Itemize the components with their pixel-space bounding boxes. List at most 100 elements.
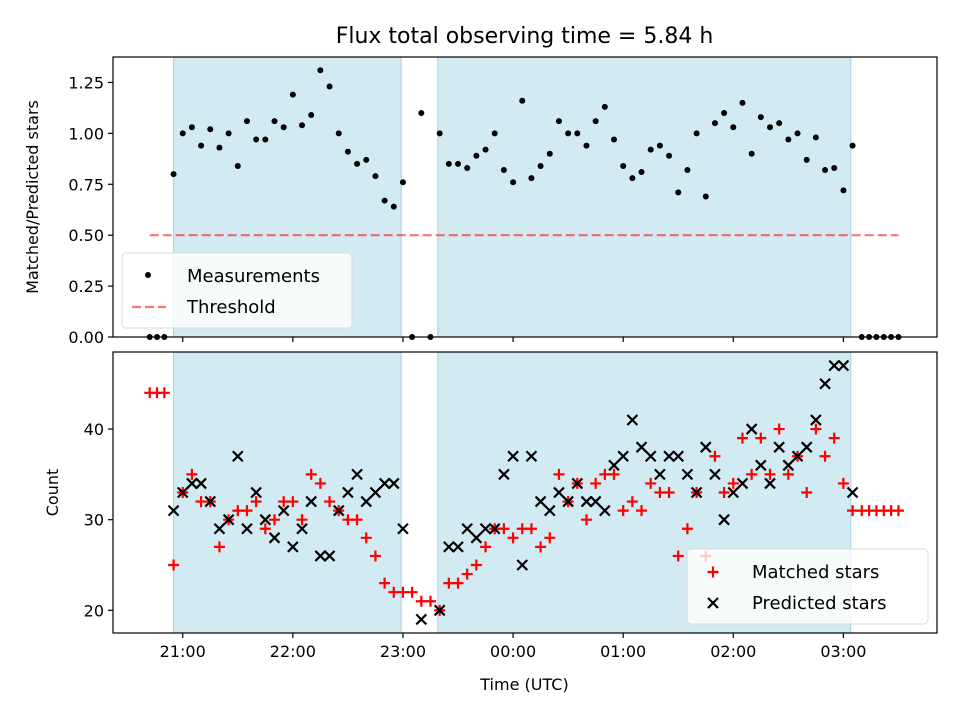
measurements-point-68 (766, 124, 773, 131)
measurements-point-53 (629, 175, 636, 182)
matched-stars-point-27 (388, 586, 400, 598)
predicted-stars-point-26 (415, 613, 428, 626)
measurements-point-58 (675, 189, 682, 196)
measurements-point-60 (693, 130, 700, 137)
x-tick-label-3: 00:00 (490, 642, 536, 661)
predicted-stars-point-3 (195, 477, 207, 490)
measurements-point-25 (372, 173, 379, 180)
predicted-stars-point-66 (791, 450, 804, 463)
measurements-point-76 (840, 187, 847, 194)
ratio-axes-frame (112, 56, 938, 338)
predicted-stars-point-22 (369, 486, 382, 499)
matched-stars-point-56 (654, 487, 666, 498)
predicted-stars-point-65 (782, 459, 795, 472)
measurements-point-18 (308, 112, 315, 119)
measurements-point-5 (188, 124, 195, 131)
predicted-stars-point-27 (433, 604, 446, 617)
matched-stars-point-63 (718, 487, 730, 498)
matched-stars-point-41 (516, 523, 528, 535)
predicted-stars-point-55 (690, 486, 703, 499)
measurements-point-19 (317, 67, 324, 74)
predicted-stars-point-46 (608, 459, 620, 472)
matched-stars-point-25 (369, 550, 381, 562)
measurements-point-33 (445, 160, 452, 167)
predicted-stars-point-47 (617, 450, 629, 463)
ratio-shaded-interval-1 (437, 57, 851, 337)
matched-stars-point-12 (250, 496, 262, 508)
predicted-stars-point-61 (745, 423, 758, 435)
measurements-point-23 (354, 160, 361, 167)
matched-stars-point-53 (626, 496, 638, 508)
predicted-stars-point-19 (342, 486, 354, 499)
count-panel: 20 30 40 21:00 22:00 23:00 00:00 01:00 02:00 03:0… (43, 351, 938, 661)
measurements-point-42 (528, 175, 535, 182)
count-shaded-interval-0 (173, 352, 402, 633)
matched-stars-point-33 (443, 577, 455, 589)
count-legend: Matched stars Predicted stars (686, 548, 929, 625)
ratio-legend-box (121, 252, 353, 329)
measurements-point-77 (849, 142, 856, 149)
predicted-stars-point-64 (773, 441, 785, 453)
matched-stars-point-14 (268, 514, 280, 526)
predicted-stars-point-70 (828, 359, 841, 372)
measurements-point-47 (574, 130, 581, 137)
matched-stars-point-6 (195, 496, 207, 508)
measurements-point-8 (216, 144, 223, 151)
predicted-stars-point-10 (259, 513, 272, 526)
ratio-y-tick-label-1: 0.25 (68, 277, 104, 296)
matched-stars-point-73 (810, 423, 822, 435)
measurements-point-3 (170, 171, 177, 178)
matched-stars-point-24 (360, 532, 372, 544)
ratio-legend: Measurements Threshold (121, 252, 353, 329)
ratio-y-tick-label-4: 1.00 (68, 124, 104, 143)
measurements-point-30 (418, 110, 425, 116)
predicted-stars-point-62 (755, 459, 767, 472)
measurements-point-39 (500, 167, 507, 174)
predicted-stars-point-15 (305, 495, 317, 508)
matched-stars-point-49 (590, 477, 602, 489)
predicted-stars-point-6 (222, 513, 235, 526)
predicted-stars-point-23 (378, 477, 391, 490)
predicted-stars-point-35 (507, 450, 519, 463)
matched-stars-point-74 (819, 450, 831, 462)
predicted-stars-point-53 (672, 450, 685, 463)
predicted-stars-point-69 (819, 377, 831, 390)
matched-stars-point-48 (580, 514, 592, 526)
measurements-point-67 (757, 114, 764, 121)
matched-stars-point-51 (608, 468, 620, 480)
measurements-point-13 (262, 136, 269, 143)
measurements-point-21 (335, 130, 342, 137)
predicted-stars-point-21 (360, 495, 373, 508)
legend-label-measurements: Measurements (187, 266, 320, 287)
measurements-point-11 (243, 118, 250, 125)
count-y-tick-label-0: 20 (84, 601, 104, 620)
predicted-stars-point-50 (644, 450, 657, 463)
matched-stars-point-50 (599, 468, 611, 480)
predicted-stars-point-32 (479, 522, 492, 535)
measurements-point-35 (464, 164, 471, 171)
matched-stars-point-10 (232, 505, 244, 517)
matched-stars-point-65 (736, 432, 748, 444)
predicted-stars-point-36 (516, 559, 529, 571)
predicted-stars-point-56 (699, 441, 712, 453)
count-y-axis-title: Count (43, 469, 62, 517)
matched-stars-point-40 (507, 532, 519, 544)
matched-stars-point-22 (342, 514, 354, 526)
predicted-stars-point-8 (241, 522, 253, 535)
predicted-stars-point-72 (846, 486, 859, 499)
predicted-stars-point-16 (314, 550, 327, 562)
matched-stars-point-15 (278, 496, 290, 508)
predicted-stars-point-20 (351, 468, 363, 481)
predicted-stars-point-12 (277, 504, 290, 517)
matched-stars-point-2 (158, 387, 170, 399)
measurements-point-50 (601, 103, 608, 110)
measurements-point-71 (794, 130, 801, 137)
matched-stars-point-39 (498, 523, 510, 535)
matched-stars-point-67 (755, 432, 767, 444)
measurements-point-40 (510, 179, 517, 186)
x-tick-label-2: 23:00 (380, 642, 426, 661)
ratio-y-tick-label-5: 1.25 (68, 73, 104, 92)
matched-stars-point-20 (324, 496, 336, 508)
predicted-stars-point-48 (626, 414, 639, 426)
